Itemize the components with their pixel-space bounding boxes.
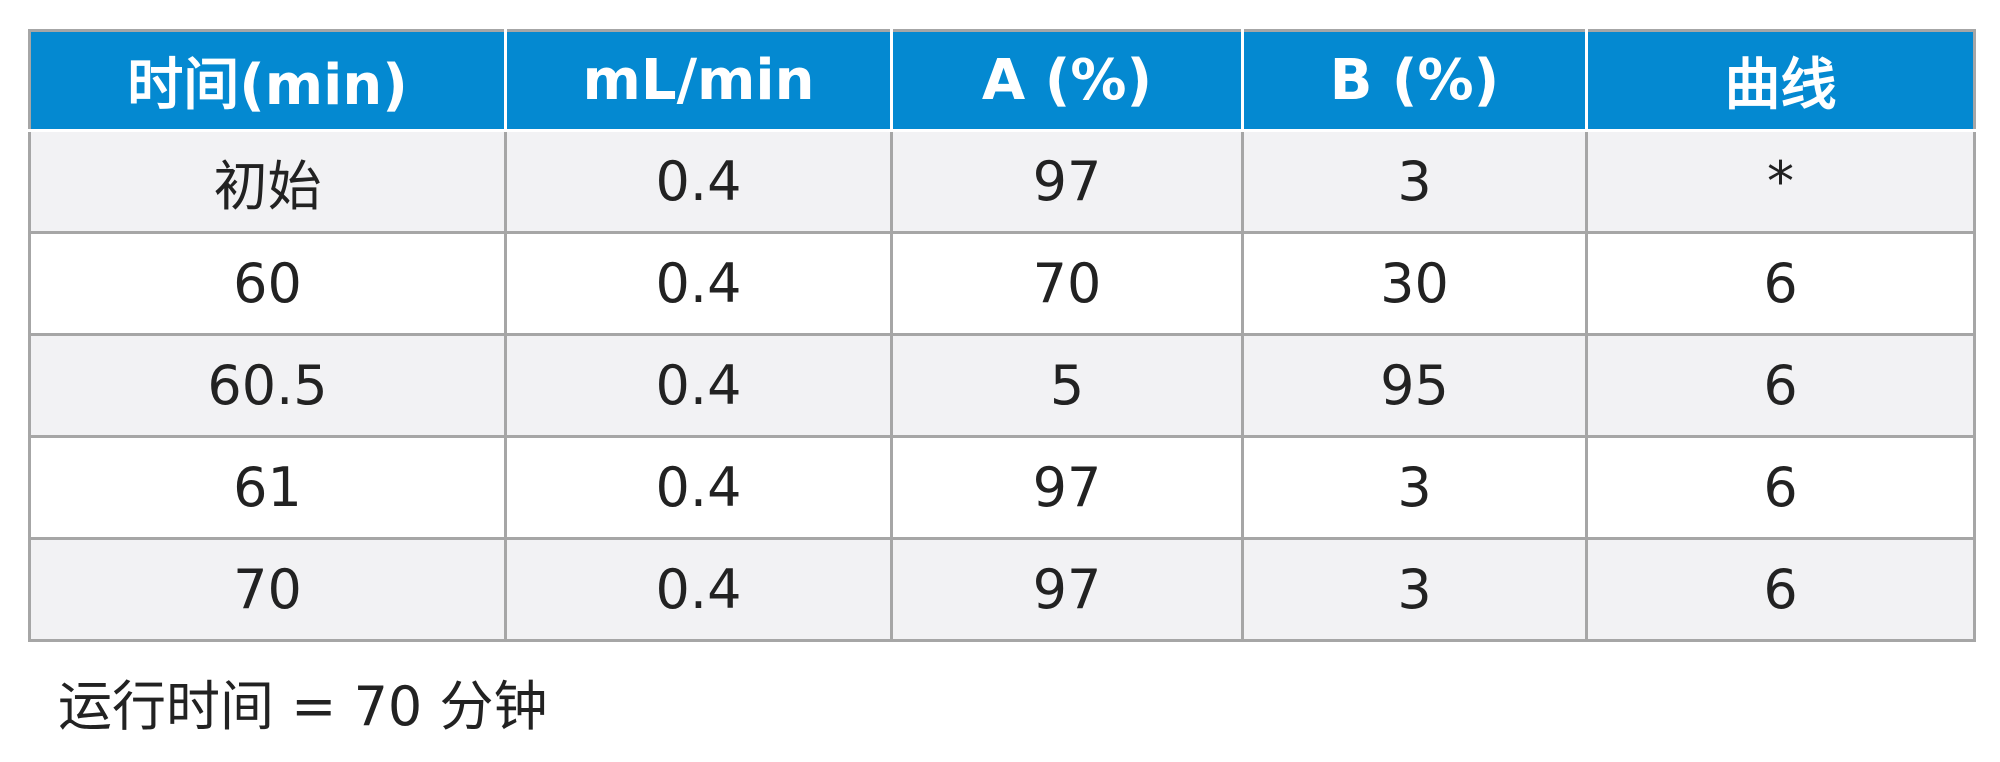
table-row: 60.5 0.4 5 95 6 <box>28 333 1976 438</box>
cell-time: 初始 <box>28 129 507 234</box>
cell-curve: 6 <box>1585 537 1976 642</box>
cell-a-percent: 97 <box>890 129 1244 234</box>
cell-curve: * <box>1585 129 1976 234</box>
cell-flow-rate: 0.4 <box>504 129 893 234</box>
cell-a-percent: 5 <box>890 333 1244 438</box>
table-row: 70 0.4 97 3 6 <box>28 537 1976 642</box>
cell-flow-rate: 0.4 <box>504 231 893 336</box>
table-row: 60 0.4 70 30 6 <box>28 231 1976 336</box>
run-time-footnote: 运行时间 = 70 分钟 <box>58 675 548 738</box>
cell-curve: 6 <box>1585 333 1976 438</box>
cell-b-percent: 95 <box>1241 333 1588 438</box>
cell-curve: 6 <box>1585 435 1976 540</box>
header-curve: 曲线 <box>1585 29 1976 132</box>
cell-curve: 6 <box>1585 231 1976 336</box>
cell-b-percent: 3 <box>1241 537 1588 642</box>
cell-a-percent: 97 <box>890 537 1244 642</box>
cell-flow-rate: 0.4 <box>504 435 893 540</box>
header-time: 时间(min) <box>28 29 507 132</box>
cell-b-percent: 30 <box>1241 231 1588 336</box>
cell-flow-rate: 0.4 <box>504 537 893 642</box>
cell-flow-rate: 0.4 <box>504 333 893 438</box>
header-a-percent: A (%) <box>890 29 1244 132</box>
cell-b-percent: 3 <box>1241 129 1588 234</box>
cell-a-percent: 97 <box>890 435 1244 540</box>
cell-time: 60.5 <box>28 333 507 438</box>
header-row: 时间(min) mL/min A (%) B (%) 曲线 <box>28 29 1976 132</box>
header-b-percent: B (%) <box>1241 29 1588 132</box>
cell-time: 61 <box>28 435 507 540</box>
cell-time: 60 <box>28 231 507 336</box>
table-row: 初始 0.4 97 3 * <box>28 129 1976 234</box>
cell-time: 70 <box>28 537 507 642</box>
header-flow-rate: mL/min <box>504 29 893 132</box>
cell-a-percent: 70 <box>890 231 1244 336</box>
cell-b-percent: 3 <box>1241 435 1588 540</box>
table-row: 61 0.4 97 3 6 <box>28 435 1976 540</box>
gradient-table: 时间(min) mL/min A (%) B (%) 曲线 初始 0.4 97 … <box>28 29 1976 642</box>
